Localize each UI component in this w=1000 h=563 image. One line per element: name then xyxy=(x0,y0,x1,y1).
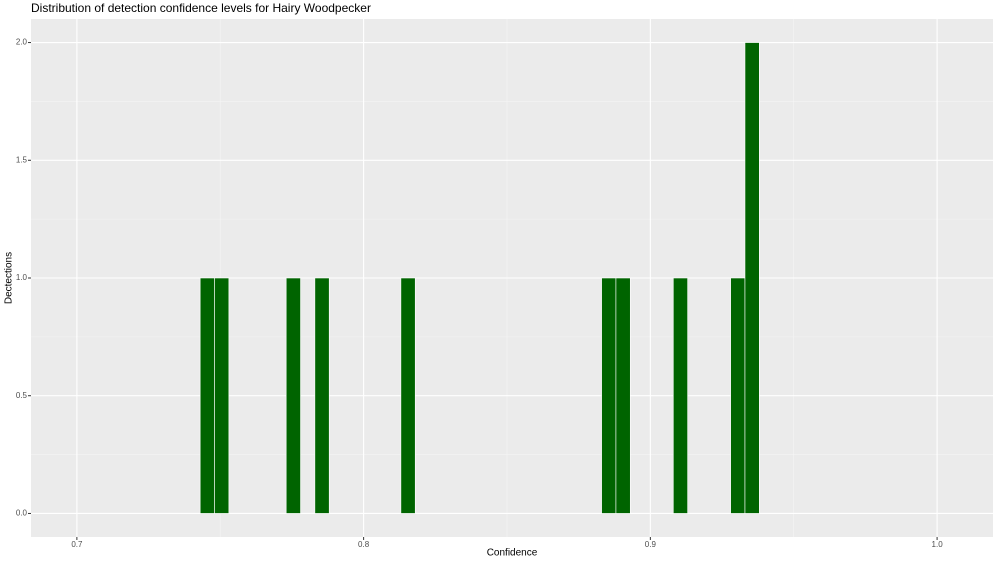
bar xyxy=(672,277,688,514)
x-axis-label: Confidence xyxy=(487,548,538,559)
bar xyxy=(615,277,631,514)
x-tick-label: 1.0 xyxy=(932,540,944,549)
x-tick-label: 0.9 xyxy=(645,540,657,549)
x-tick-label: 0.8 xyxy=(358,540,370,549)
y-tick-label: 1.0 xyxy=(16,273,28,282)
y-tick-label: 0.5 xyxy=(16,391,28,400)
x-tick-label: 0.7 xyxy=(71,540,83,549)
bar xyxy=(314,277,330,514)
y-tick-label: 1.5 xyxy=(16,155,28,164)
chart-title: Distribution of detection confidence lev… xyxy=(31,1,371,15)
bar xyxy=(744,42,760,514)
y-tick-label: 0.0 xyxy=(16,509,28,518)
bar xyxy=(601,277,617,514)
bar xyxy=(199,277,215,514)
y-tick-label: 2.0 xyxy=(16,38,28,47)
bar xyxy=(214,277,230,514)
y-axis-label: Dectections xyxy=(4,252,15,304)
bar xyxy=(285,277,301,514)
bar xyxy=(400,277,416,514)
bar xyxy=(730,277,746,514)
